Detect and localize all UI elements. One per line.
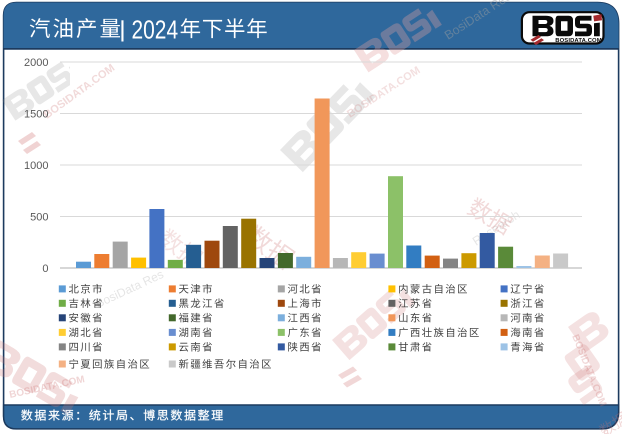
- svg-text:1500: 1500: [24, 108, 48, 120]
- svg-text:1000: 1000: [24, 160, 48, 172]
- svg-text:2024: 2024: [132, 14, 179, 44]
- svg-text:2000: 2000: [24, 57, 48, 69]
- svg-text:500: 500: [30, 211, 48, 223]
- svg-text:BOSIDATA.COM: BOSIDATA.COM: [555, 38, 601, 44]
- svg-text:0: 0: [42, 263, 48, 275]
